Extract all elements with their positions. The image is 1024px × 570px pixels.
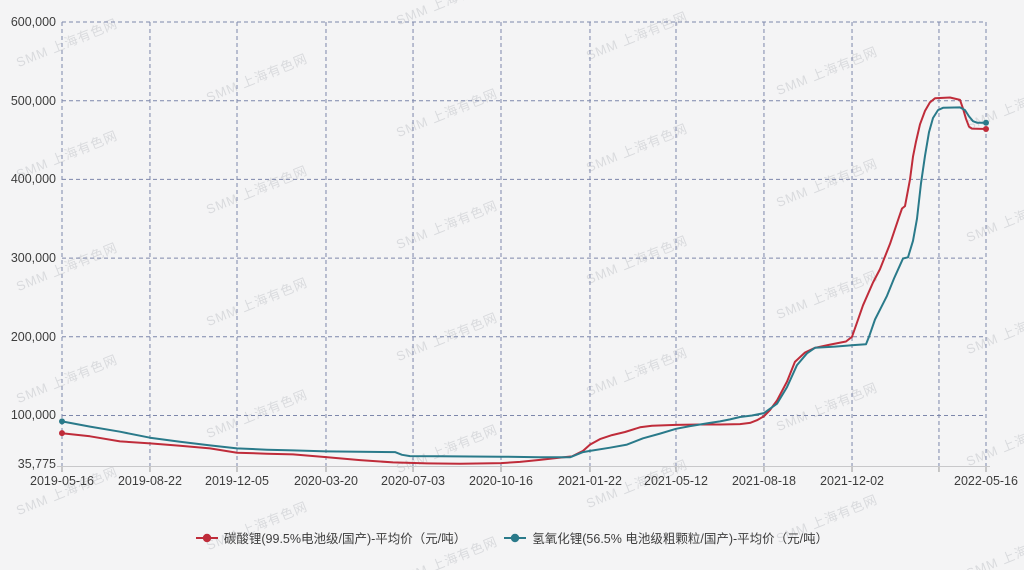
x-axis-label: 2020-07-03: [381, 474, 445, 488]
legend-label-lithium-carbonate: 碳酸锂(99.5%电池级/国产)-平均价（元/吨）: [223, 532, 467, 546]
x-axis-label: 2020-03-20: [294, 474, 358, 488]
y-axis-label: 300,000: [10, 251, 56, 266]
legend-marker-red-icon: [195, 533, 218, 543]
legend-marker-teal-icon: [504, 533, 527, 543]
x-axis-label: 2021-05-12: [644, 474, 708, 488]
x-axis-label: 2021-08-18: [731, 474, 796, 488]
y-axis-label: 600,000: [10, 15, 56, 29]
x-axis-label: 2022-05-16: [954, 474, 1018, 488]
y-axis-label: 500,000: [10, 93, 56, 108]
y-axis-label: 400,000: [10, 172, 56, 187]
y-axis-label: 35,775: [17, 457, 56, 471]
x-axis-label: 2021-01-22: [557, 474, 622, 488]
y-axis-label: 100,000: [10, 408, 56, 423]
legend-item-lithium-hydroxide[interactable]: 氢氧化锂(56.5% 电池级粗颗粒/国产)-平均价（元/吨）: [504, 528, 828, 547]
x-axis-label: 2021-12-02: [820, 474, 884, 488]
x-axis-label: 2019-05-16: [30, 474, 94, 488]
x-axis-label: 2020-10-16: [469, 474, 533, 488]
chart-legend: 碳酸锂(99.5%电池级/国产)-平均价（元/吨） 氢氧化锂(56.5% 电池级…: [0, 528, 1024, 547]
legend-item-lithium-carbonate[interactable]: 碳酸锂(99.5%电池级/国产)-平均价（元/吨）: [195, 528, 467, 547]
x-axis-label: 2019-12-05: [205, 474, 269, 488]
legend-label-lithium-hydroxide: 氢氧化锂(56.5% 电池级粗颗粒/国产)-平均价（元/吨）: [532, 532, 829, 546]
y-axis-label: 200,000: [10, 329, 56, 344]
x-axis-label: 2019-08-22: [117, 474, 182, 488]
